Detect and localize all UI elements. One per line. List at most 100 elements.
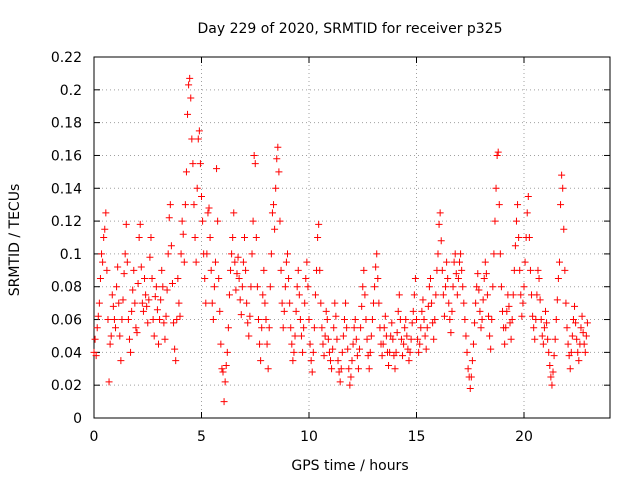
data-point [124,316,132,324]
data-point [184,110,192,118]
data-point [94,312,102,320]
data-point [287,324,295,332]
data-point [519,299,527,307]
data-point [460,299,468,307]
data-point [349,340,357,348]
data-point [218,365,226,373]
data-point [554,275,562,283]
x-tick-label: 20 [515,429,533,445]
data-point [579,329,587,337]
data-point [386,348,394,356]
data-point [461,316,469,324]
data-point [428,299,436,307]
data-point [282,258,290,266]
data-point [152,283,160,291]
data-point [264,365,272,373]
data-point [399,352,407,360]
data-point [489,283,497,291]
data-point [490,250,498,258]
data-point [163,286,171,294]
data-point [496,250,504,258]
data-point [543,319,551,327]
data-point [306,340,314,348]
data-point [353,352,361,360]
data-point [270,201,278,209]
data-point [117,357,125,365]
data-point [112,324,119,332]
y-tick-label: 0.18 [51,116,82,132]
data-point [232,286,240,294]
data-point [222,361,230,369]
data-point [409,307,417,315]
data-point [561,266,569,274]
x-tick-label: 5 [197,429,206,445]
data-point [468,357,476,365]
data-point [573,335,581,343]
data-point [233,270,241,278]
data-point [340,316,348,324]
data-point [225,291,233,299]
data-point [278,299,286,307]
data-point [518,312,526,320]
data-point [309,348,317,356]
data-point [109,302,117,310]
axis-ticks: 0 0.02 0.04 0.06 0.08 0.1 0.12 0.14 0.16 0.18 0.2 0… [51,50,610,445]
data-point [271,225,279,233]
data-point [582,332,590,340]
data-point [274,143,282,151]
data-point [101,225,109,233]
data-point [426,275,434,283]
data-point [257,357,265,365]
data-point [256,340,264,348]
data-point [178,217,186,225]
data-point [536,296,544,304]
data-point [194,135,202,143]
plot-frame [93,56,611,419]
data-point [244,319,252,327]
data-point [475,286,483,294]
data-point [186,74,194,82]
data-point [395,291,403,299]
data-point [239,258,247,266]
data-point [320,352,328,360]
data-point [93,324,101,332]
data-point [302,275,310,283]
data-point [578,312,586,320]
data-point [430,335,438,343]
data-point [250,151,258,159]
data-point [290,348,298,356]
data-point [191,234,199,241]
data-point [308,368,316,376]
data-point [491,217,499,225]
data-point [535,275,543,283]
data-point [161,335,169,343]
data-point [514,201,522,209]
data-point [165,214,173,222]
data-point [503,307,511,315]
data-point [545,348,553,356]
data-point [307,357,315,365]
data-point [92,352,100,360]
data-point [166,201,174,209]
data-point [325,348,333,356]
data-point [156,316,164,324]
data-point [531,335,539,343]
data-point [375,299,383,307]
data-point [258,324,266,332]
data-point [294,266,302,274]
data-point [469,340,477,348]
data-point [388,319,396,327]
data-point [211,258,219,266]
data-point [415,348,423,356]
data-point [548,381,556,389]
data-point [155,340,162,348]
data-point [533,291,541,299]
data-point [202,299,210,307]
data-point [540,324,548,332]
data-point [523,209,531,217]
y-tick-label: 0 [73,411,82,427]
data-point [206,234,214,241]
data-point [114,263,122,271]
data-point [481,258,489,266]
data-point [234,253,242,261]
